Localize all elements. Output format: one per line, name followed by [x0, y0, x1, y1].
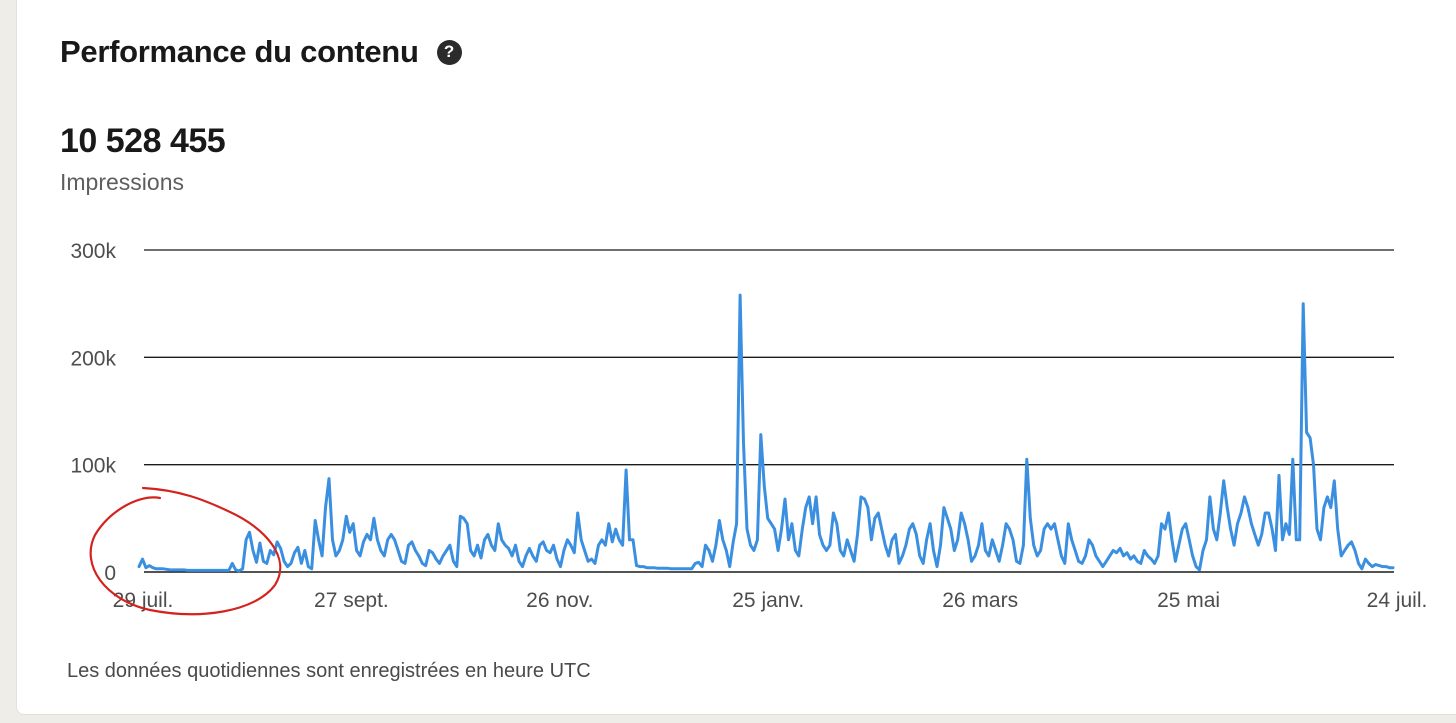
y-tick-label: 300k — [70, 240, 116, 263]
annotation-circle — [89, 486, 282, 616]
grid-lines — [144, 249, 1394, 573]
x-tick-label: 26 mars — [942, 589, 1018, 612]
y-axis-ticks: 0 100k 200k 300k — [70, 240, 116, 585]
title-row: Performance du contenu ? — [60, 34, 462, 70]
x-tick-label: 25 janv. — [732, 589, 804, 612]
impressions-label: Impressions — [60, 169, 184, 195]
card-title: Performance du contenu — [60, 34, 419, 69]
x-tick-label: 24 juil. — [1367, 589, 1428, 612]
x-axis-ticks: 29 juil. 27 sept. 26 nov. 25 janv. 26 mars 25… — [113, 589, 1428, 612]
y-tick-label: 0 — [104, 562, 116, 585]
impressions-series-line — [137, 293, 1395, 573]
x-tick-label: 25 mai — [1157, 589, 1220, 612]
impressions-total: 10 528 455 — [60, 122, 226, 160]
question-circle-icon[interactable]: ? — [436, 39, 462, 65]
x-tick-label: 26 nov. — [526, 589, 593, 612]
x-tick-label: 27 sept. — [314, 589, 389, 612]
y-tick-label: 100k — [70, 455, 116, 478]
series-layer — [137, 293, 1395, 573]
annotation-layer — [89, 486, 282, 616]
utc-footnote: Les données quotidiennes sont enregistré… — [67, 660, 591, 682]
y-tick-label: 200k — [70, 347, 116, 370]
x-tick-label: 29 juil. — [113, 589, 174, 612]
